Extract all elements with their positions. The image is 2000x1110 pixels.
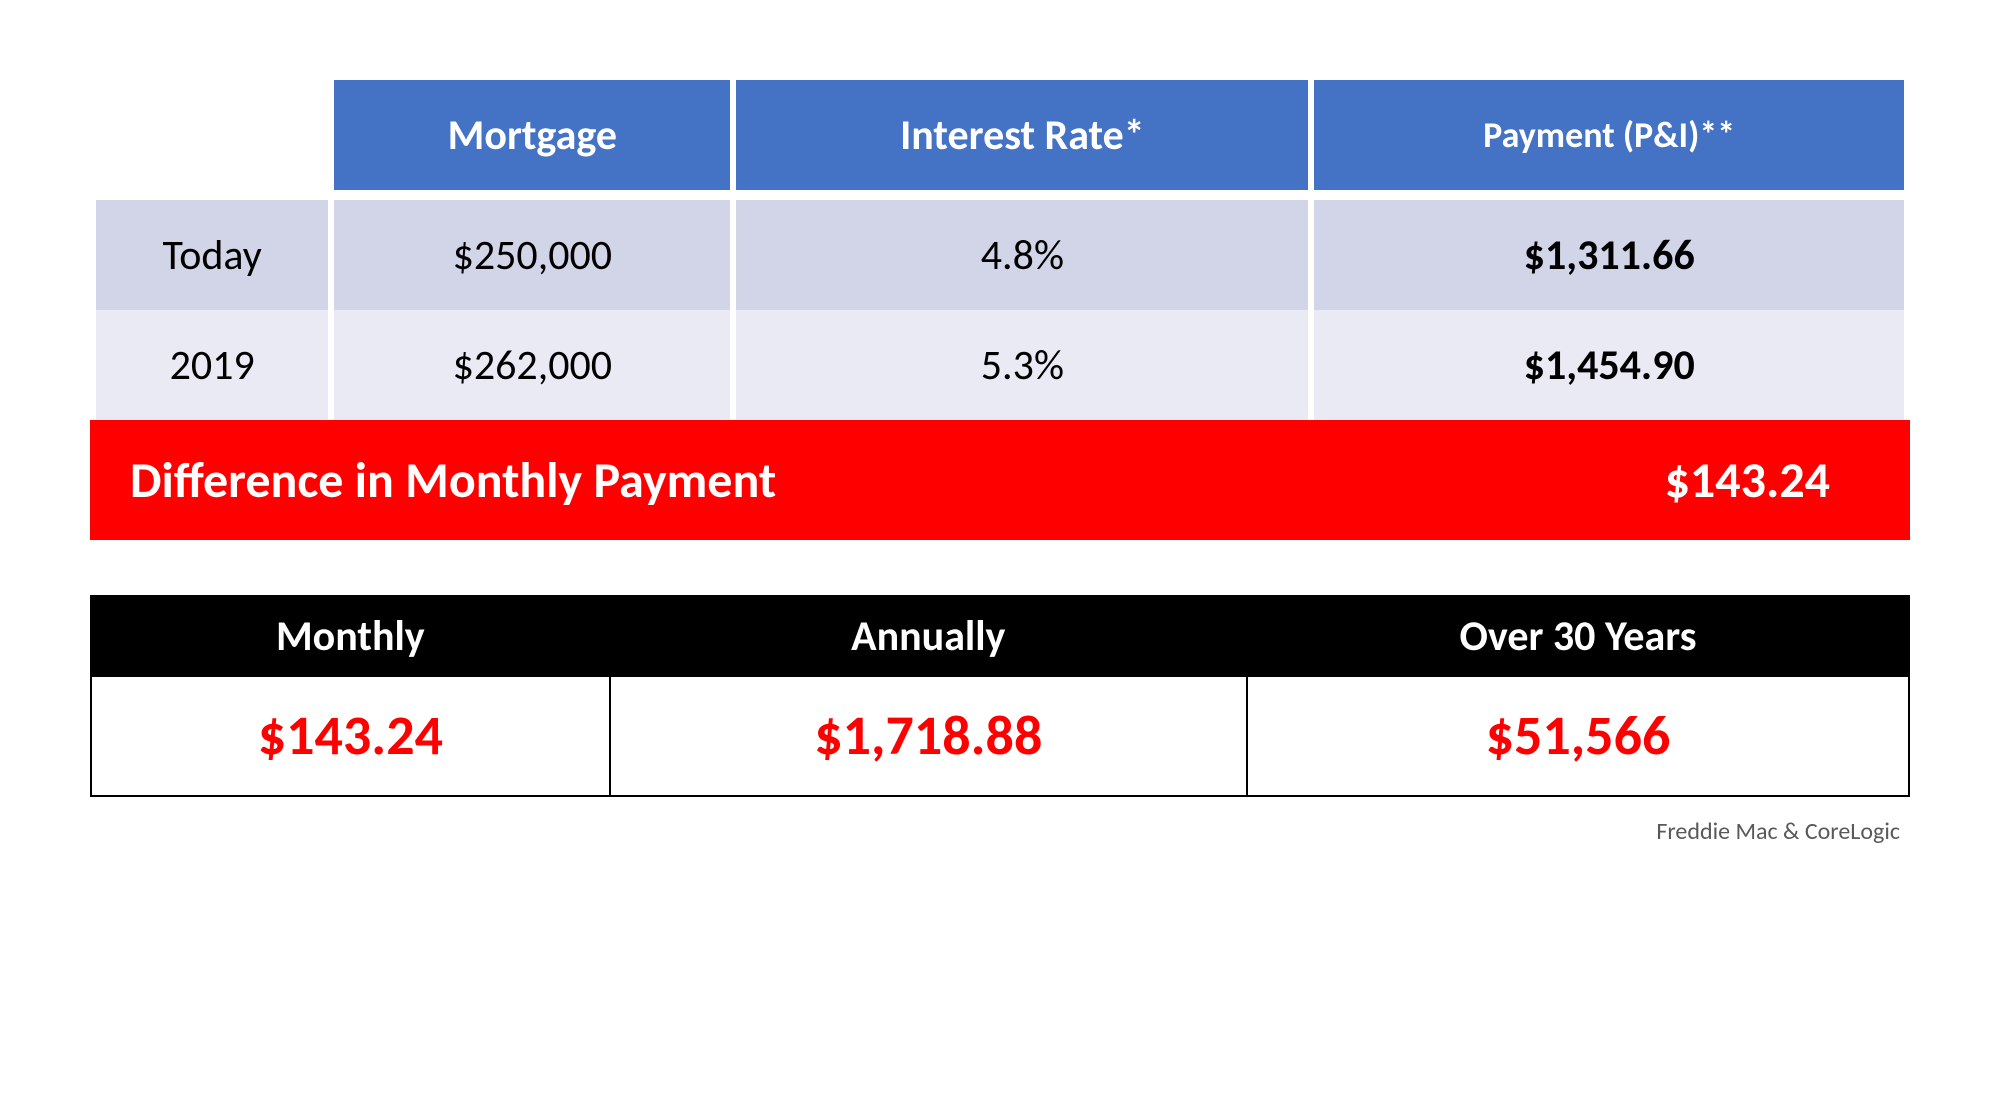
cell-today-payment: $1,311.66 [1314, 200, 1904, 310]
corner-empty-cell [96, 80, 328, 200]
summary-value-over30: $51,566 [1247, 676, 1909, 796]
header-mortgage: Mortgage [334, 80, 730, 200]
difference-label: Difference in Monthly Payment [130, 450, 1665, 511]
summary-header-over30: Over 30 Years [1247, 596, 1909, 676]
difference-bar: Difference in Monthly Payment $143.24 [90, 420, 1910, 540]
summary-header-annually: Annually [610, 596, 1247, 676]
mortgage-comparison-table: Mortgage Interest Rate* Payment (P&I)** … [90, 80, 1910, 420]
header-interest-rate: Interest Rate* [736, 80, 1308, 200]
summary-value-annually: $1,718.88 [610, 676, 1247, 796]
table-row: 2019 $262,000 5.3% $1,454.90 [96, 310, 1904, 420]
header-payment: Payment (P&I)** [1314, 80, 1904, 200]
cell-2019-payment: $1,454.90 [1314, 310, 1904, 420]
cell-today-rate: 4.8% [736, 200, 1308, 310]
table-row: Today $250,000 4.8% $1,311.66 [96, 200, 1904, 310]
difference-value: $143.24 [1665, 450, 1870, 511]
cell-today-mortgage: $250,000 [334, 200, 730, 310]
row-label-2019: 2019 [96, 310, 328, 420]
source-attribution: Freddie Mac & CoreLogic [90, 817, 1910, 846]
row-label-today: Today [96, 200, 328, 310]
summary-value-monthly: $143.24 [91, 676, 610, 796]
summary-header-monthly: Monthly [91, 596, 610, 676]
cell-2019-mortgage: $262,000 [334, 310, 730, 420]
cell-2019-rate: 5.3% [736, 310, 1308, 420]
summary-table: Monthly Annually Over 30 Years $143.24 $… [90, 595, 1910, 797]
